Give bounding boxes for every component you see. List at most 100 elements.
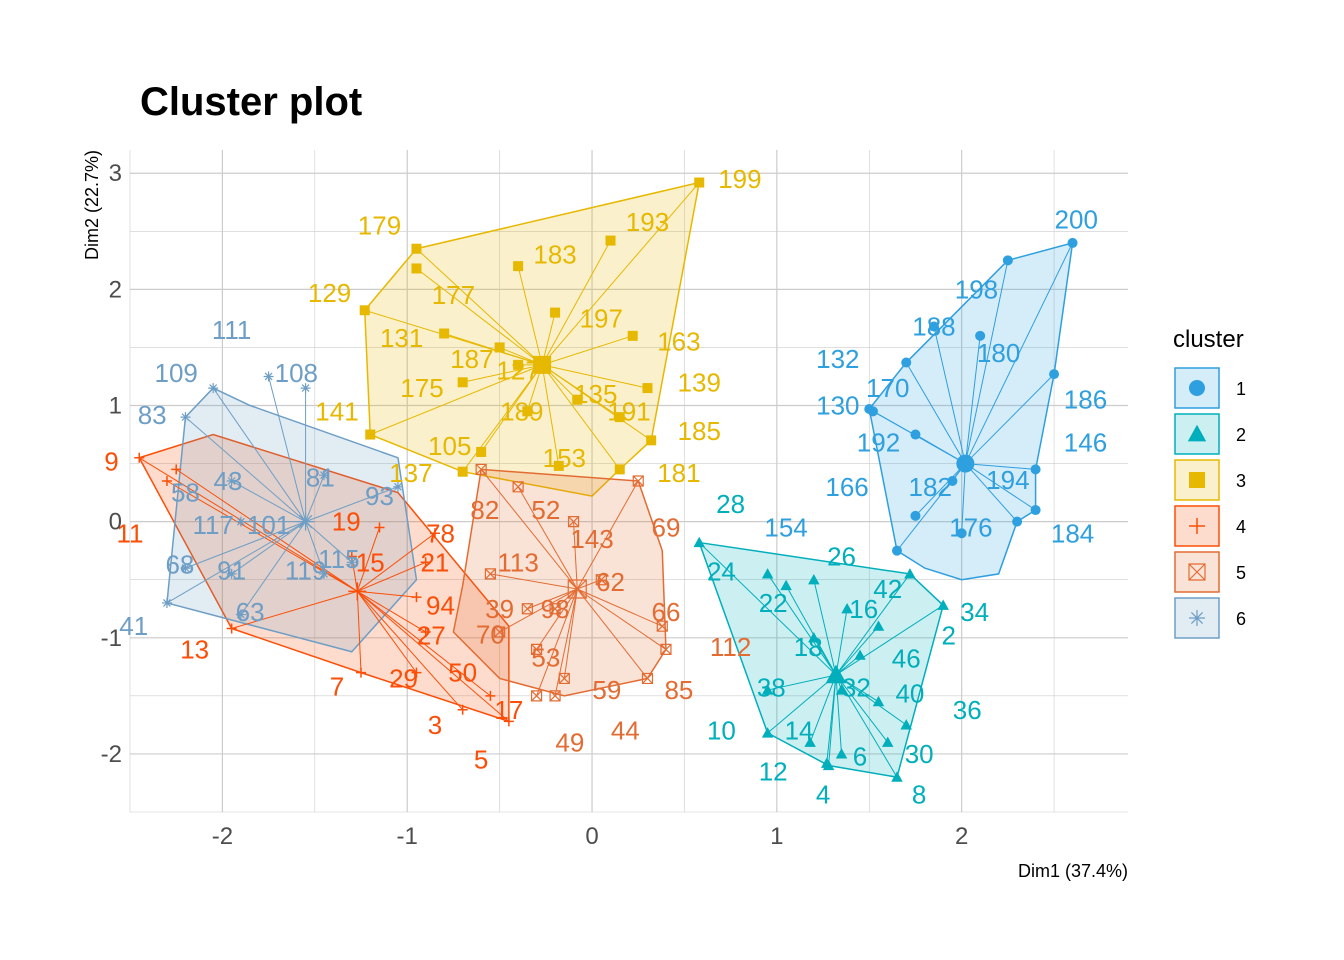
point-label: 41 xyxy=(119,611,148,641)
point-label: 115 xyxy=(318,544,359,574)
cluster-spoke xyxy=(965,373,1055,464)
data-point xyxy=(854,649,866,660)
data-point xyxy=(975,330,986,341)
data-point xyxy=(567,516,580,528)
data-point xyxy=(780,579,792,591)
cluster-spoke xyxy=(813,637,837,676)
data-point xyxy=(808,573,820,585)
cluster-spoke xyxy=(835,674,907,726)
data-point xyxy=(872,695,885,707)
legend-label-5: 5 xyxy=(1236,563,1246,583)
point-label: 197 xyxy=(580,303,623,333)
cluster-points xyxy=(134,177,1078,782)
point-label: 2 xyxy=(941,620,955,650)
point-label: 5 xyxy=(474,745,488,775)
point-label: 85 xyxy=(664,675,693,705)
data-point xyxy=(928,321,939,332)
point-label: 192 xyxy=(857,428,900,458)
cluster-spoke xyxy=(444,333,543,366)
data-point xyxy=(841,603,853,614)
legend-title: cluster xyxy=(1173,326,1244,353)
point-label: 113 xyxy=(497,547,538,577)
data-point xyxy=(1049,369,1060,380)
point-label: 135 xyxy=(574,379,617,409)
point-label: 8 xyxy=(912,780,926,810)
data-point xyxy=(429,528,440,539)
cluster-spoke xyxy=(490,573,578,590)
point-label: 170 xyxy=(866,373,909,403)
data-point xyxy=(660,643,672,656)
data-point xyxy=(761,727,774,738)
cluster-spoke xyxy=(185,416,306,523)
y-tick-label: 0 xyxy=(109,509,122,536)
data-point xyxy=(632,475,644,487)
cluster-spoke xyxy=(480,364,543,453)
point-label: 180 xyxy=(977,338,1020,368)
point-label: 38 xyxy=(757,673,786,703)
point-label: 188 xyxy=(912,312,955,342)
cluster-spoke xyxy=(231,521,306,575)
point-label: 198 xyxy=(955,274,998,304)
legend-marker-2 xyxy=(1187,424,1207,442)
point-label: 34 xyxy=(960,597,989,627)
data-point xyxy=(235,516,246,527)
cluster-spoke xyxy=(828,674,837,766)
data-point xyxy=(161,476,172,486)
x-tick-label: -1 xyxy=(397,823,418,850)
data-point xyxy=(208,383,219,394)
point-label: 139 xyxy=(678,367,721,397)
cluster-spoke xyxy=(835,674,889,743)
data-point xyxy=(1012,516,1023,527)
chart-title: Cluster plot xyxy=(140,80,362,124)
point-label: 91 xyxy=(217,555,246,585)
cluster-spoke xyxy=(541,182,700,366)
point-label: 36 xyxy=(953,695,982,725)
data-point xyxy=(457,377,468,388)
point-label: 10 xyxy=(707,716,736,746)
cluster-spoke xyxy=(541,364,560,466)
data-point xyxy=(235,609,246,620)
x-tick-label: 0 xyxy=(585,823,598,850)
x-axis-label: Dim1 (37.4%) xyxy=(1018,861,1128,881)
data-point xyxy=(319,470,330,481)
point-label: 49 xyxy=(555,727,584,757)
cluster-center-4 xyxy=(348,582,367,601)
data-point xyxy=(512,481,524,493)
point-label: 43 xyxy=(213,466,242,496)
point-label: 26 xyxy=(827,541,856,571)
point-label: 129 xyxy=(308,278,351,308)
point-label: 58 xyxy=(171,478,200,508)
data-point xyxy=(605,235,616,246)
point-label: 69 xyxy=(652,512,681,542)
point-label: 21 xyxy=(420,547,449,577)
point-label: 132 xyxy=(816,344,859,374)
data-point xyxy=(900,719,912,730)
point-label: 3 xyxy=(428,710,442,740)
point-label: 193 xyxy=(626,207,669,237)
data-point xyxy=(646,435,657,446)
data-point xyxy=(365,429,376,440)
point-label: 185 xyxy=(678,416,721,446)
cluster-spoke xyxy=(835,608,848,676)
data-point xyxy=(226,623,237,634)
cluster-spoke xyxy=(370,364,543,436)
data-point xyxy=(872,620,885,631)
point-label: 78 xyxy=(426,518,455,548)
point-label: 28 xyxy=(716,489,745,519)
data-point xyxy=(901,357,912,368)
data-point xyxy=(550,307,561,318)
point-label: 93 xyxy=(365,481,394,511)
cluster-spoke xyxy=(835,674,843,754)
cluster-spoke xyxy=(915,463,966,517)
data-point xyxy=(439,328,450,339)
data-point xyxy=(614,412,625,423)
point-label: 24 xyxy=(707,557,736,587)
point-label: 109 xyxy=(155,358,198,388)
cluster-spoke xyxy=(541,240,611,366)
data-point xyxy=(656,620,668,632)
data-point xyxy=(457,466,468,477)
cluster-spoke xyxy=(356,590,510,722)
cluster-spoke xyxy=(813,579,837,676)
data-point xyxy=(521,603,533,615)
cluster-spoke xyxy=(933,326,966,464)
